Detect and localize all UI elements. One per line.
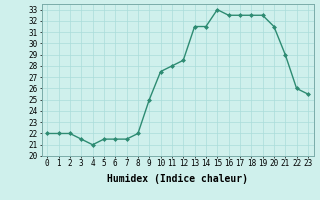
X-axis label: Humidex (Indice chaleur): Humidex (Indice chaleur) bbox=[107, 174, 248, 184]
